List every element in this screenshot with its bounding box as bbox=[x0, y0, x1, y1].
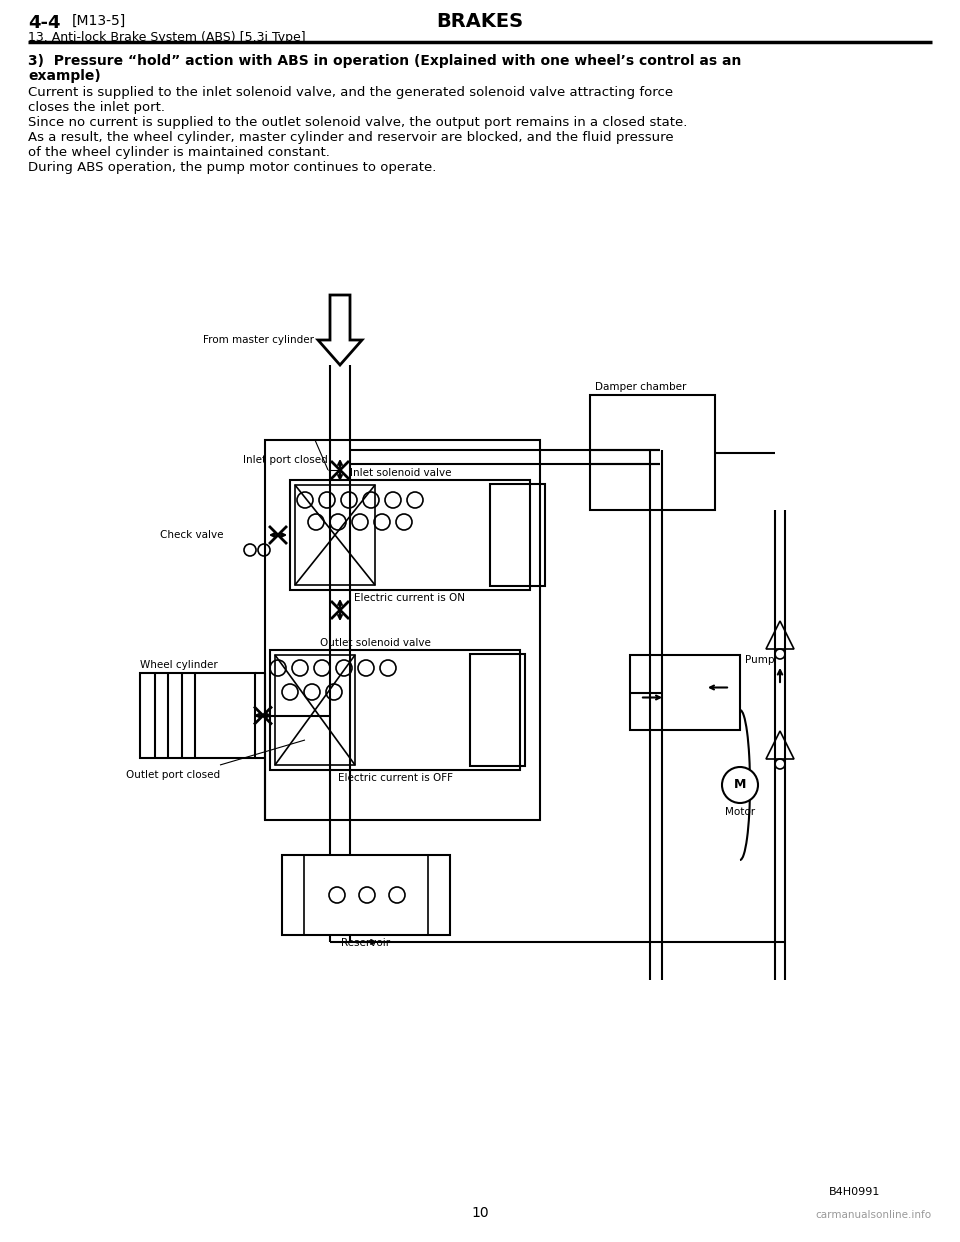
Text: Wheel cylinder: Wheel cylinder bbox=[140, 660, 218, 669]
Text: Current is supplied to the inlet solenoid valve, and the generated solenoid valv: Current is supplied to the inlet solenoi… bbox=[28, 86, 673, 99]
Bar bbox=[295, 484, 375, 585]
Text: of the wheel cylinder is maintained constant.: of the wheel cylinder is maintained cons… bbox=[28, 147, 330, 159]
Text: Inlet solenoid valve: Inlet solenoid valve bbox=[350, 468, 451, 478]
Text: M: M bbox=[733, 779, 746, 791]
Bar bbox=[470, 655, 525, 766]
Bar bbox=[590, 395, 715, 510]
Text: 3)  Pressure “hold” action with ABS in operation (Explained with one wheel’s con: 3) Pressure “hold” action with ABS in op… bbox=[28, 53, 741, 68]
Text: 10: 10 bbox=[471, 1206, 489, 1220]
Text: Pump: Pump bbox=[745, 655, 775, 664]
Circle shape bbox=[722, 768, 758, 804]
Bar bbox=[265, 440, 540, 820]
Bar bbox=[282, 854, 450, 935]
Bar bbox=[140, 673, 255, 758]
Text: As a result, the wheel cylinder, master cylinder and reservoir are blocked, and : As a result, the wheel cylinder, master … bbox=[28, 130, 674, 144]
Text: 4-4: 4-4 bbox=[28, 14, 60, 32]
Text: During ABS operation, the pump motor continues to operate.: During ABS operation, the pump motor con… bbox=[28, 161, 437, 174]
Text: Outlet port closed: Outlet port closed bbox=[126, 770, 220, 780]
Text: carmanualsonline.info: carmanualsonline.info bbox=[816, 1210, 932, 1220]
Text: B4H0991: B4H0991 bbox=[828, 1187, 880, 1197]
Text: Motor: Motor bbox=[725, 807, 756, 817]
Text: Electric current is ON: Electric current is ON bbox=[354, 592, 466, 604]
Text: Electric current is OFF: Electric current is OFF bbox=[338, 773, 452, 782]
Text: example): example) bbox=[28, 70, 101, 83]
Bar bbox=[270, 650, 520, 770]
Bar bbox=[290, 479, 530, 590]
Text: Since no current is supplied to the outlet solenoid valve, the output port remai: Since no current is supplied to the outl… bbox=[28, 116, 687, 129]
Text: closes the inlet port.: closes the inlet port. bbox=[28, 101, 165, 114]
Text: Outlet solenoid valve: Outlet solenoid valve bbox=[320, 638, 431, 648]
Text: [M13-5]: [M13-5] bbox=[72, 14, 127, 29]
Text: Reservoir: Reservoir bbox=[342, 938, 391, 948]
Text: Damper chamber: Damper chamber bbox=[595, 383, 686, 392]
Bar bbox=[630, 655, 740, 730]
Text: 13. Anti-lock Brake System (ABS) [5.3i Type]: 13. Anti-lock Brake System (ABS) [5.3i T… bbox=[28, 31, 305, 43]
Bar bbox=[275, 655, 355, 765]
Bar bbox=[490, 484, 545, 586]
Text: Inlet port closed: Inlet port closed bbox=[243, 455, 328, 465]
Text: BRAKES: BRAKES bbox=[437, 12, 523, 31]
Text: From master cylinder: From master cylinder bbox=[203, 335, 314, 345]
Text: Check valve: Check valve bbox=[159, 530, 223, 540]
